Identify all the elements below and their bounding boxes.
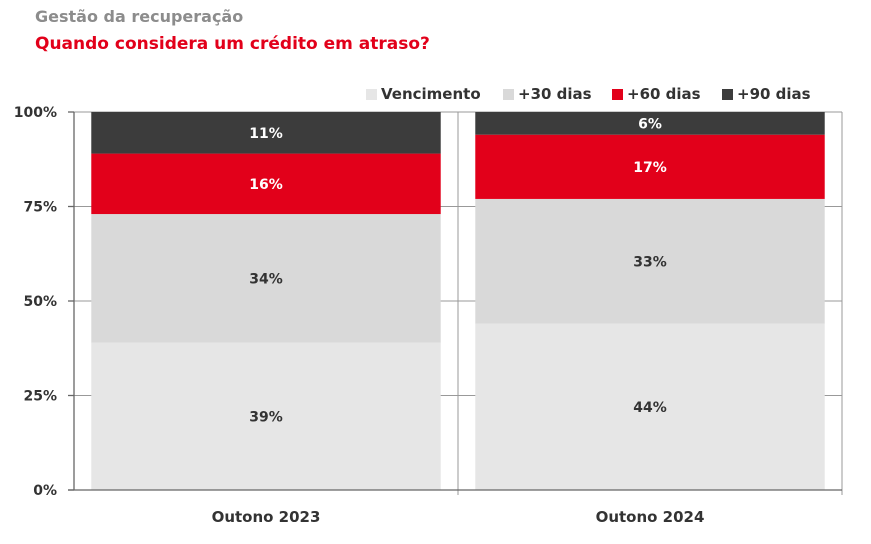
data-label: 39% bbox=[249, 409, 283, 425]
y-tick-label: 75% bbox=[23, 200, 57, 216]
chart-legend: Vencimento +30 dias +60 dias +90 dias bbox=[0, 85, 871, 105]
bar-segment bbox=[475, 198, 825, 324]
y-tick-label: 0% bbox=[33, 483, 57, 499]
bar-segment bbox=[475, 112, 825, 135]
bar-segment bbox=[475, 323, 825, 490]
chart-question-subtitle: Quando considera um crédito em atraso? bbox=[35, 34, 430, 54]
x-tick-label: Outono 2023 bbox=[212, 508, 321, 526]
legend-swatch-60-dias bbox=[612, 88, 623, 100]
data-label: 17% bbox=[633, 160, 667, 176]
legend-swatch-30-dias bbox=[503, 88, 514, 100]
legend-swatch-vencimento bbox=[366, 88, 377, 100]
legend-label-30-dias: +30 dias bbox=[518, 85, 592, 103]
bar-segment bbox=[91, 112, 441, 154]
data-label: 16% bbox=[249, 177, 283, 193]
legend-item-30-dias: +30 dias bbox=[503, 85, 592, 103]
data-label: 6% bbox=[638, 116, 662, 132]
legend-label-90-dias: +90 dias bbox=[737, 85, 811, 103]
y-tick-label: 25% bbox=[23, 389, 57, 405]
y-tick-label: 50% bbox=[23, 294, 57, 310]
data-label: 44% bbox=[633, 400, 667, 416]
data-label: 33% bbox=[633, 254, 667, 270]
y-tick-label: 100% bbox=[14, 105, 57, 121]
x-tick-label: Outono 2024 bbox=[596, 508, 705, 526]
legend-item-vencimento: Vencimento bbox=[366, 85, 481, 103]
data-label: 34% bbox=[249, 271, 283, 287]
legend-item-60-dias: +60 dias bbox=[612, 85, 701, 103]
legend-label-vencimento: Vencimento bbox=[381, 85, 481, 103]
bar-segment bbox=[91, 214, 441, 343]
data-label: 11% bbox=[249, 126, 283, 142]
legend-item-90-dias: +90 dias bbox=[722, 85, 811, 103]
bar-segment bbox=[475, 134, 825, 199]
chart-section-title: Gestão da recuperação bbox=[35, 7, 244, 26]
bar-segment bbox=[91, 342, 441, 490]
bar-segment bbox=[91, 153, 441, 215]
legend-label-60-dias: +60 dias bbox=[627, 85, 701, 103]
legend-swatch-90-dias bbox=[722, 88, 733, 100]
